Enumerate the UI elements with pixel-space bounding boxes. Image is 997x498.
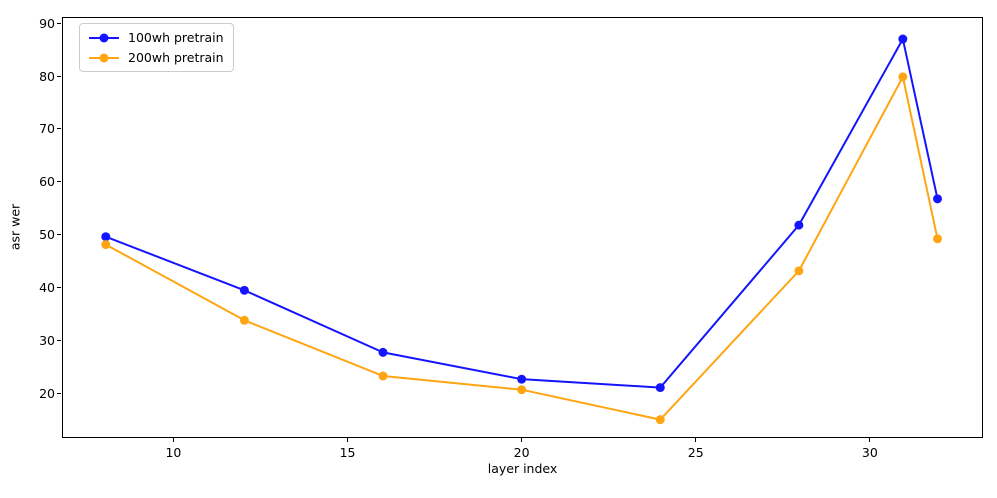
- y-tick-mark: [57, 181, 61, 183]
- plot-area: 100wh pretrain 200wh pretrain: [62, 17, 983, 438]
- data-point: [378, 371, 388, 381]
- y-tick-label: 50: [39, 227, 55, 243]
- chart-series-canvas: [101, 34, 942, 425]
- y-tick-label: 80: [39, 68, 55, 84]
- y-tick-mark: [57, 75, 61, 77]
- data-point: [898, 34, 908, 44]
- y-axis-label: asr wer: [7, 203, 23, 251]
- data-point: [517, 385, 527, 395]
- x-tick-mark: [869, 438, 871, 442]
- data-point: [655, 383, 665, 393]
- y-tick-label: 40: [39, 279, 55, 295]
- x-tick-label: 30: [861, 445, 878, 460]
- data-point: [239, 285, 249, 295]
- y-tick-label: 20: [39, 385, 55, 401]
- data-point: [655, 415, 665, 425]
- series-line-1: [104, 75, 939, 421]
- y-tick-label: 90: [39, 15, 55, 31]
- x-tick-mark: [521, 438, 523, 442]
- x-tick-mark: [347, 438, 349, 442]
- y-tick-mark: [57, 339, 61, 341]
- legend-item-100wh-pretrain: 100wh pretrain: [87, 29, 224, 46]
- series-line-0: [104, 38, 939, 389]
- y-tick-label: 30: [39, 332, 55, 348]
- x-tick-label: 25: [687, 445, 704, 460]
- legend-line-marker-icon: [89, 33, 119, 42]
- legend-label: 100wh pretrain: [128, 30, 224, 45]
- y-tick-mark: [57, 286, 61, 288]
- data-point: [239, 315, 249, 325]
- y-tick-label: 60: [39, 174, 55, 190]
- data-point: [933, 234, 942, 244]
- data-point: [378, 347, 388, 357]
- x-tick-mark: [695, 438, 697, 442]
- y-tick-label: 70: [39, 121, 55, 137]
- x-tick-label: 15: [339, 445, 356, 460]
- data-point: [517, 374, 527, 384]
- data-point: [794, 220, 804, 230]
- x-tick-label: 10: [165, 445, 182, 460]
- y-tick-mark: [57, 392, 61, 394]
- data-point: [898, 72, 908, 82]
- legend: 100wh pretrain 200wh pretrain: [79, 23, 234, 72]
- y-tick-mark: [57, 234, 61, 236]
- y-tick-mark: [57, 128, 61, 130]
- data-point: [101, 240, 111, 250]
- data-point: [794, 266, 804, 276]
- legend-item-200wh-pretrain: 200wh pretrain: [87, 49, 224, 66]
- x-tick-label: 20: [513, 445, 530, 460]
- x-tick-mark: [172, 438, 174, 442]
- data-point: [101, 232, 111, 242]
- x-axis-label: layer index: [487, 461, 558, 476]
- data-point: [933, 194, 942, 204]
- y-tick-mark: [57, 22, 61, 24]
- legend-line-marker-icon: [89, 53, 119, 62]
- legend-label: 200wh pretrain: [128, 50, 224, 65]
